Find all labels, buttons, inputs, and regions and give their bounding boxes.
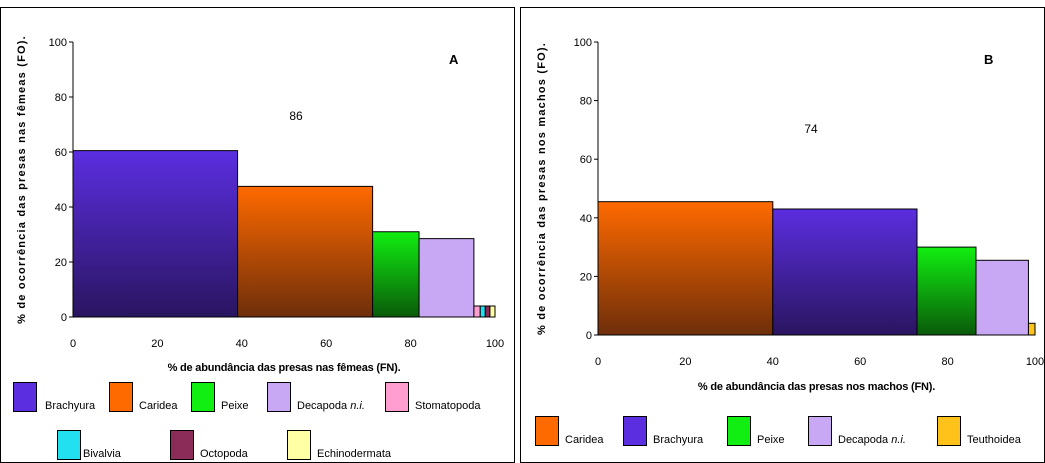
chart-a-legend-label: Brachyura	[45, 400, 96, 412]
chart-b-y-tick-label: 40	[580, 213, 592, 225]
chart-a-legend-label: Bivalvia	[83, 448, 121, 460]
chart-a-panel-label: A	[449, 52, 459, 67]
chart-a-legend-swatch	[57, 430, 81, 460]
chart-b-bar-decapoda-n-i	[975, 259, 1029, 336]
chart-panel-a: 0 20 40 60 80 100 0 20 40 60 80 100 A 86 % de abundânc…	[0, 7, 515, 463]
chart-b-legend-label: Peixe	[757, 434, 785, 446]
chart-b-legend-swatch	[808, 416, 832, 446]
chart-a-bar-echinodermata	[489, 305, 496, 318]
chart-b-y-tick-label: 60	[580, 154, 592, 166]
chart-a-legend-label: Stomatopoda	[415, 400, 481, 412]
chart-a-bar-peixe	[372, 231, 420, 318]
chart-a-legend-swatch	[191, 382, 215, 412]
chart-a-legend-swatch	[13, 382, 37, 412]
chart-a-plot: 0 20 40 60 80 100 0 20 40 60 80 100 A 86 % de abundânc…	[16, 35, 504, 374]
chart-b-legend-label: Decapoda n.i.	[838, 434, 906, 446]
chart-a-x-axis-label: % de abundância das presas nas fêmeas (F…	[168, 362, 401, 374]
chart-a-y-tick-label: 40	[55, 202, 67, 214]
chart-a-legend-label: Octopoda	[200, 448, 248, 460]
chart-a-x-tick-label: 60	[320, 338, 332, 350]
chart-a-annotation: 86	[289, 109, 303, 123]
chart-b-x-tick-label: 80	[941, 356, 953, 368]
chart-b-legend-label: Caridea	[565, 434, 604, 446]
chart-a-legend-swatch	[385, 382, 409, 412]
chart-a-y-tick-label: 20	[55, 257, 67, 269]
chart-b-bar-caridea	[597, 201, 774, 336]
chart-a-bar-octopoda	[484, 305, 491, 318]
chart-b-x-tick-label: 100	[1026, 356, 1044, 368]
chart-a-x-tick-label: 40	[236, 338, 248, 350]
chart-a-x-tick-label: 80	[404, 338, 416, 350]
chart-a-y-tick-label: 60	[55, 147, 67, 159]
chart-a-legend-swatch	[170, 430, 194, 460]
chart-b-legend-swatch	[535, 416, 559, 446]
chart-b-legend-label: Brachyura	[653, 434, 704, 446]
chart-b-bar-peixe	[916, 246, 977, 336]
chart-a-y-axis-label: % de ocorrência das presas nas fêmeas (F…	[16, 35, 28, 324]
chart-a-legend-swatch	[109, 382, 133, 412]
chart-b-y-tick-label: 20	[580, 271, 592, 283]
chart-b-x-tick-label: 60	[854, 356, 866, 368]
chart-a-legend-swatch	[267, 382, 291, 412]
chart-b-plot: 0 20 40 60 80 100 0 20 40 60 80 100 B 74 % de abundânc…	[536, 37, 1044, 393]
chart-b-annotation: 74	[804, 122, 818, 136]
chart-b-bar-brachyura	[772, 208, 918, 336]
chart-b-legend-label: Teuthoidea	[967, 434, 1021, 446]
chart-a-bar-caridea	[237, 185, 374, 318]
chart-a-y-tick-label: 0	[61, 312, 67, 324]
chart-a-y-tick-label: 80	[55, 92, 67, 104]
chart-a-x-tick-label: 0	[70, 338, 76, 350]
chart-a-legend-label: Decapoda n.i.	[297, 400, 365, 412]
chart-b-y-tick-label: 80	[580, 96, 592, 108]
chart-b-y-tick-label: 100	[574, 37, 592, 49]
chart-b-x-tick-label: 0	[595, 356, 601, 368]
chart-a-bar-stomatopoda	[473, 305, 481, 318]
chart-b-y-axis-label: % de ocorrência das presas nos machos (F…	[536, 42, 548, 335]
chart-b-legend-swatch	[623, 416, 647, 446]
chart-b-bar-teuthoidea	[1027, 322, 1036, 336]
chart-a-bar-decapoda-n-i	[418, 238, 475, 318]
chart-b-x-axis-label: % de abundância das presas nos machos (F…	[698, 381, 935, 393]
chart-a-x-tick-label: 20	[151, 338, 163, 350]
chart-a-bar-brachyura	[72, 150, 239, 318]
chart-a-legend-swatch	[287, 430, 311, 460]
chart-panel-b: 0 20 40 60 80 100 0 20 40 60 80 100 B 74 % de abundânc…	[520, 7, 1045, 463]
chart-b-panel-label: B	[984, 52, 993, 67]
chart-b-x-tick-label: 40	[767, 356, 779, 368]
chart-b-legend-swatch	[727, 416, 751, 446]
chart-b-x-tick-label: 20	[679, 356, 691, 368]
chart-b-legend-swatch	[937, 416, 961, 446]
chart-a-bar-bivalvia	[479, 305, 486, 318]
chart-a-legend-label: Caridea	[139, 400, 178, 412]
chart-a-y-tick-label: 100	[49, 37, 67, 49]
chart-b-y-tick-label: 0	[586, 330, 592, 342]
chart-a-legend-label: Peixe	[221, 400, 249, 412]
chart-a-legend-label: Echinodermata	[317, 448, 391, 460]
chart-a-x-tick-label: 100	[486, 338, 504, 350]
